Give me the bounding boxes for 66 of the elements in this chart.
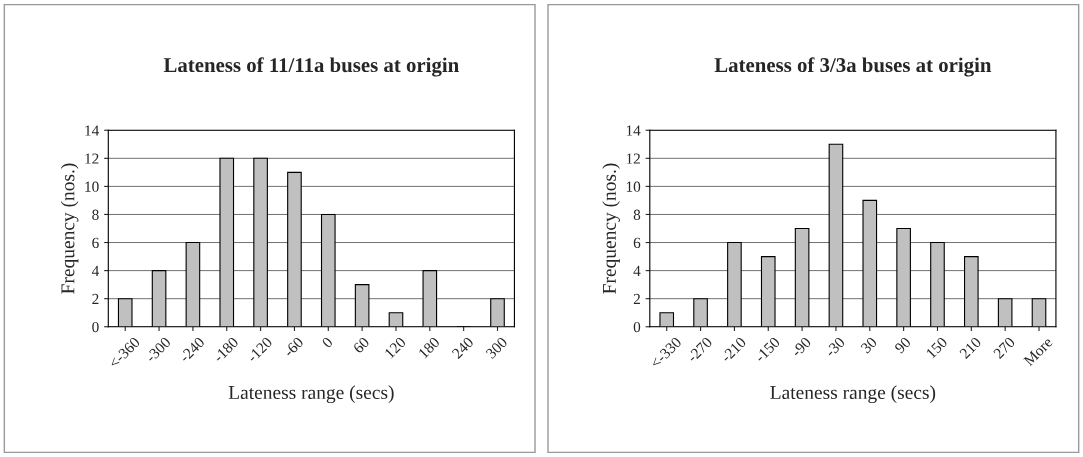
x-axis-title: Lateness range (secs)	[770, 385, 936, 404]
y-tick-label: 4	[91, 265, 100, 276]
x-tick-label: 120	[384, 336, 407, 359]
chart-title: Lateness of 3/3a buses at origin	[714, 57, 992, 77]
bar	[760, 256, 776, 327]
bar	[794, 227, 810, 327]
y-tick-label: 14	[626, 125, 641, 136]
bar	[963, 256, 979, 327]
x-tick-label: -180	[212, 336, 239, 363]
bar	[896, 227, 911, 327]
y-tick-label: 12	[85, 153, 99, 164]
bar	[287, 171, 302, 327]
y-tick-label: 0	[92, 321, 99, 333]
y-tick-label: 10	[85, 181, 99, 192]
bar	[490, 298, 505, 327]
x-tick-label: -270	[686, 336, 713, 363]
x-tick-label: -240	[178, 336, 206, 363]
y-axis-title: Frequency (nos.)	[60, 163, 79, 294]
x-tick-label: -30	[824, 336, 846, 358]
bar	[997, 298, 1013, 327]
bar	[253, 157, 268, 327]
y-tick-label: 0	[633, 321, 641, 333]
x-tick-label: 60	[352, 336, 370, 354]
bar	[727, 241, 742, 327]
y-tick-label: 4	[633, 265, 641, 276]
x-tick-label: 270	[992, 336, 1016, 360]
x-tick-label: 0	[321, 336, 334, 349]
y-tick-label: 14	[85, 125, 100, 136]
bar	[422, 270, 438, 327]
x-tick-label: -90	[790, 336, 812, 358]
y-axis-title: Frequency (nos.)	[602, 163, 620, 294]
x-tick-label: 240	[451, 336, 475, 360]
bar	[320, 213, 336, 327]
bar	[659, 312, 675, 327]
y-tick-label: 2	[633, 293, 640, 304]
x-tick-label: 90	[893, 336, 912, 354]
x-tick-label: -150	[754, 336, 781, 363]
y-tick-label: 8	[92, 209, 99, 220]
x-axis-title: Lateness range (secs)	[228, 385, 394, 404]
x-tick-label: 180	[418, 336, 441, 359]
x-tick-label: 30	[860, 336, 878, 354]
bar	[828, 143, 844, 327]
x-tick-label: 210	[959, 336, 982, 360]
bar	[219, 157, 235, 327]
x-tick-label: -210	[720, 336, 747, 363]
y-tick-label: 12	[626, 153, 640, 164]
x-tick-label: 300	[485, 336, 508, 360]
y-tick-label: 2	[92, 293, 99, 304]
bar	[693, 298, 708, 327]
bar	[1031, 298, 1047, 327]
bar	[151, 270, 167, 327]
x-tick-label: -60	[283, 336, 304, 358]
x-tick-label: 150	[925, 336, 948, 359]
x-tick-label: -300	[144, 336, 172, 363]
bar	[185, 241, 201, 327]
y-tick-label: 8	[633, 209, 641, 220]
bar	[117, 298, 133, 327]
bar	[930, 241, 945, 327]
bar	[354, 284, 370, 327]
bar	[862, 199, 878, 327]
bar	[388, 312, 404, 327]
y-tick-label: 10	[626, 181, 641, 192]
chart-title: Lateness of 11/11a buses at origin	[163, 57, 459, 77]
y-tick-label: 6	[633, 237, 641, 248]
x-tick-label: -120	[246, 336, 273, 363]
y-tick-label: 6	[92, 237, 99, 248]
